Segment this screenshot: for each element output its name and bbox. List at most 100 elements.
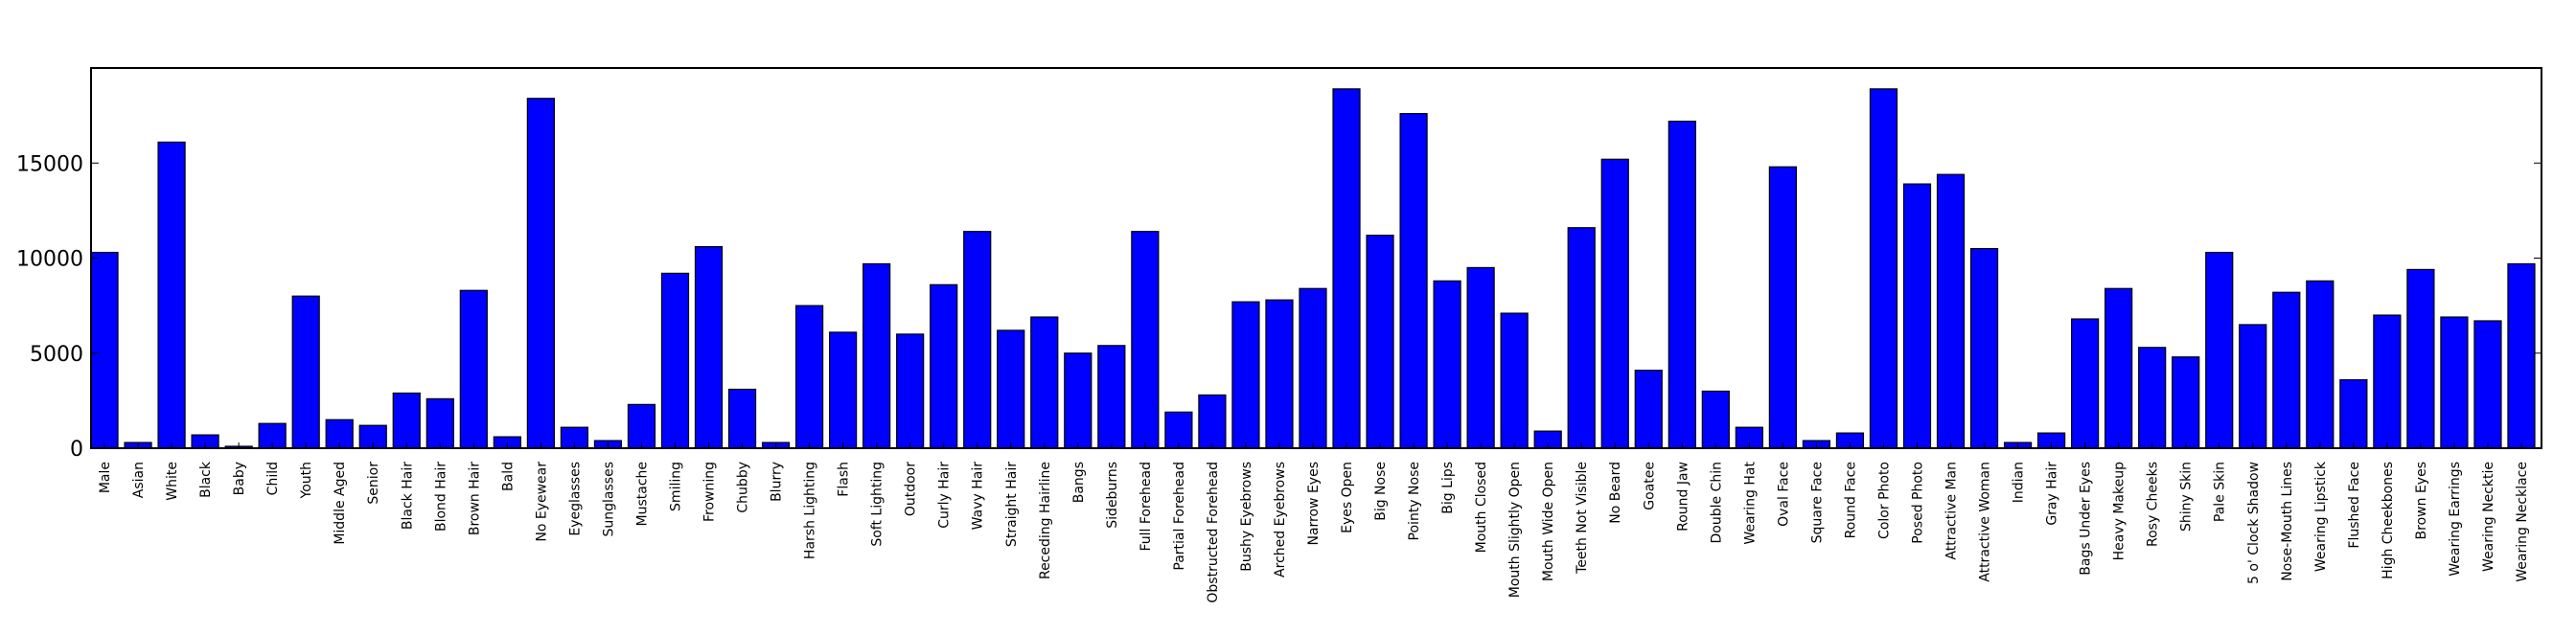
x-tick-label: Blurry (770, 462, 785, 502)
bar (1198, 394, 1227, 449)
bar (2138, 347, 2167, 449)
x-tick-label: Color Photo (1876, 462, 1892, 539)
x-tick-label: Eyeglasses (567, 462, 583, 536)
bar (660, 272, 690, 449)
bar (1299, 287, 1327, 449)
bar (1433, 280, 1461, 449)
x-tick-label: Sideburns (1105, 462, 1120, 529)
bar (930, 283, 958, 449)
bar (2440, 316, 2469, 449)
bar (426, 397, 454, 449)
bar (2172, 356, 2200, 449)
x-tick-label: Big Lips (1440, 462, 1456, 514)
x-tick-label: Mouth Closed (1474, 462, 1489, 553)
bar (1600, 158, 1629, 449)
bar (727, 388, 757, 449)
x-tick-label: Full Forehead (1138, 462, 1154, 552)
bar (459, 289, 488, 449)
bar (694, 245, 724, 449)
x-tick-label: Partial Forehead (1172, 462, 1187, 571)
x-tick-label: Bald (500, 462, 516, 491)
bar (1366, 235, 1394, 449)
x-tick-label: No Beard (1608, 462, 1623, 524)
bar (1634, 370, 1663, 449)
x-tick-label: Wavy Hair (971, 462, 986, 531)
y-axis: 0 5000 10000 15000 (16, 152, 2542, 462)
x-tick-label: Asian (131, 462, 147, 498)
bar (1265, 299, 1294, 449)
x-tick-label: Mouth Slightly Open (1507, 462, 1523, 598)
x-tick-label: Narrow Eyes (1306, 462, 1322, 546)
bar (1668, 120, 1696, 449)
x-tick-label: Soft Lighting (870, 462, 886, 547)
y-tick-label: 0 (70, 438, 83, 462)
x-tick-label: Harsh Lighting (803, 462, 818, 559)
x-tick-label: Square Face (1809, 462, 1825, 543)
bar (997, 329, 1025, 449)
x-tick-label: Pointy Nose (1407, 462, 1422, 540)
bar (1701, 390, 1730, 449)
x-tick-label: Frowning (702, 462, 718, 522)
x-tick-label: Smiling (668, 462, 683, 511)
x-tick-label: Nose-Mouth Lines (2280, 462, 2295, 581)
bar (2406, 268, 2435, 449)
bar (794, 305, 824, 449)
bar (2272, 291, 2301, 449)
bar (2373, 314, 2402, 449)
bar (526, 98, 555, 449)
x-tick-label: Black Hair (400, 462, 415, 530)
bar (1902, 183, 1932, 449)
bar (392, 392, 421, 449)
x-tick-label: Wearing Necktie (2481, 462, 2496, 572)
bar (1131, 231, 1160, 449)
x-tick-label: Round Jaw (1675, 462, 1690, 532)
y-tick-label: 10000 (16, 248, 83, 272)
bar (2473, 320, 2502, 449)
x-tick-label: Pale Skin (2213, 462, 2228, 522)
bar (1500, 312, 1529, 449)
bar (1567, 227, 1596, 449)
bar (2104, 287, 2133, 449)
x-tick-label: Wearing Lipstick (2313, 461, 2329, 572)
x-tick-label: Gray Hair (2045, 462, 2060, 526)
bar (2205, 251, 2234, 449)
bar (896, 333, 925, 449)
bar (2306, 280, 2334, 449)
bar (828, 331, 858, 449)
x-tick-label: Posed Photo (1910, 462, 1925, 544)
x-tick-label: Black (198, 461, 214, 498)
x-tick-label: Youth (299, 462, 314, 500)
x-tick-label: Brown Eyes (2414, 462, 2429, 539)
x-tick-label: Rosy Cheeks (2146, 462, 2161, 547)
x-tick-label: Teeth Not Visible (1575, 462, 1590, 575)
x-tick-label: Bushy Eyebrows (1239, 462, 1254, 572)
bars-group (90, 88, 2536, 449)
bar (157, 141, 186, 449)
bar (2339, 378, 2368, 449)
x-tick-label: Receding Hairline (1038, 462, 1053, 579)
x-tick-label: Eyes Open (1340, 462, 1355, 533)
x-tick-label: Round Face (1843, 462, 1858, 538)
bar (1399, 113, 1428, 449)
x-tick-label: Blond Hair (433, 462, 448, 532)
x-tick-label: Flash (837, 462, 852, 497)
x-tick-label: Mouth Wide Open (1541, 462, 1556, 581)
x-tick-label: Chubby (736, 462, 751, 513)
x-tick-label: Baby (232, 462, 247, 495)
x-tick-label: Wearing Hat (1742, 461, 1758, 544)
x-tick-label: Obstructed Forehead (1206, 462, 1221, 603)
x-tick-label: Big Nose (1373, 462, 1389, 521)
x-tick-label: Attractive Man (1944, 462, 1960, 560)
bar (1869, 88, 1898, 449)
bar (1097, 345, 1126, 449)
bar (2507, 262, 2536, 449)
x-tick-label: Wearing Earrings (2448, 462, 2463, 577)
x-tick-label: Senior (366, 462, 381, 505)
x-tick-label: Wearing Necklace (2515, 462, 2530, 582)
bar (963, 231, 992, 449)
bar (1768, 166, 1797, 449)
x-tick-label: Bags Under Eyes (2079, 462, 2094, 576)
x-tick-label: Double Chin (1709, 462, 1724, 543)
x-tick-label: Shiny Skin (2179, 462, 2195, 532)
x-axis: Male Asian White Black Baby Child Youth Middle … (98, 442, 2530, 603)
